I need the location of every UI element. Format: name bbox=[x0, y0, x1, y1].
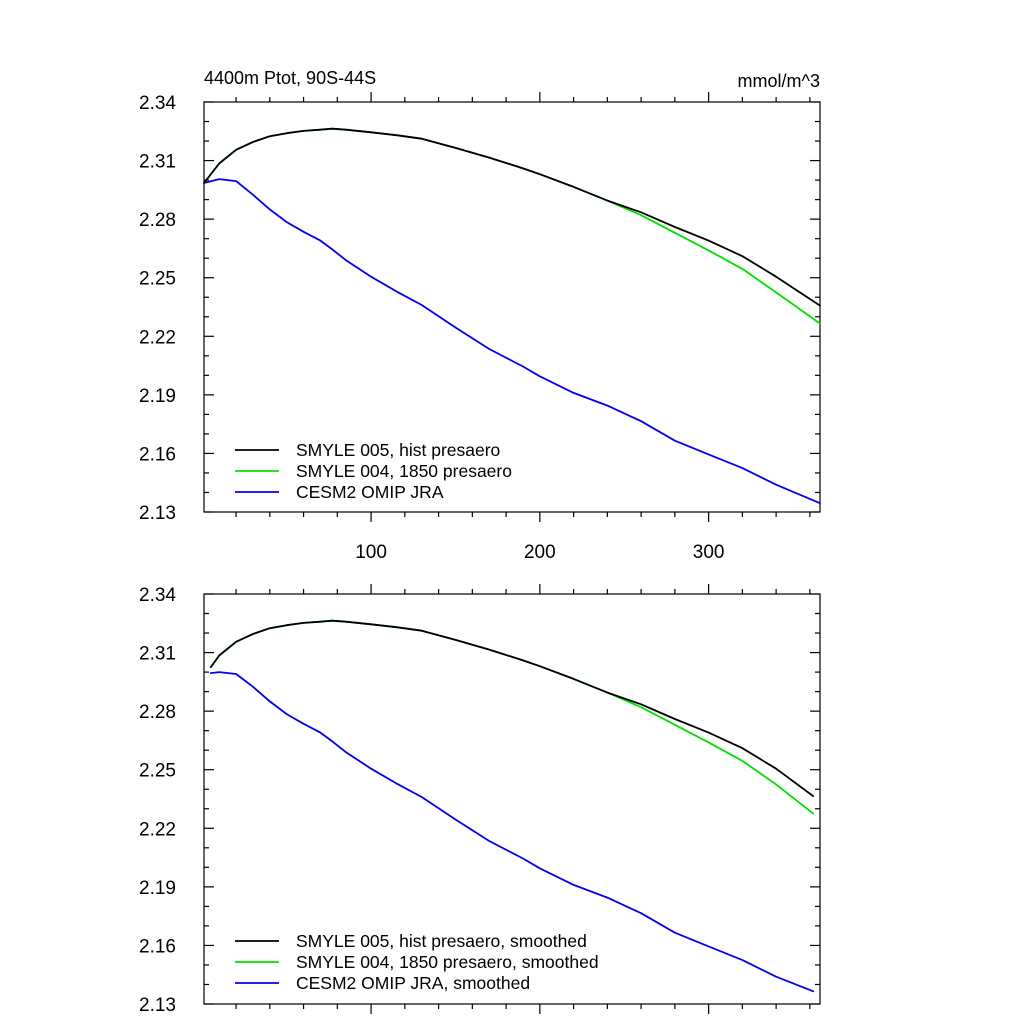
series-line-2 bbox=[203, 178, 821, 505]
y-tick-label: 2.13 bbox=[139, 503, 176, 524]
legend-label: SMYLE 005, hist presaero, smoothed bbox=[296, 931, 587, 951]
series-line-1 bbox=[203, 127, 821, 325]
y-tick-label: 2.19 bbox=[139, 386, 176, 407]
top-panel: 2.34 2.31 2.28 2.25 2.22 2.19 2.16 2.13 100 200 30… bbox=[139, 92, 821, 563]
legend-label: SMYLE 004, 1850 presaero, smoothed bbox=[296, 952, 599, 972]
x-tick-label: 300 bbox=[693, 542, 725, 563]
y-tick-label: 2.25 bbox=[139, 269, 176, 290]
legend-label: SMYLE 005, hist presaero bbox=[296, 440, 500, 460]
plot-frame bbox=[203, 101, 821, 513]
series-line-0 bbox=[209, 619, 815, 797]
x-tick-label: 200 bbox=[524, 542, 556, 563]
series-line-2 bbox=[209, 671, 815, 993]
legend-label: CESM2 OMIP JRA bbox=[296, 482, 444, 502]
plot-frame bbox=[203, 593, 821, 1005]
y-tick-label: 2.31 bbox=[139, 644, 176, 665]
y-tick-label: 2.22 bbox=[139, 327, 176, 348]
y-tick-label: 2.34 bbox=[139, 585, 176, 606]
panel-title: 4400m Ptot, 90S-44S bbox=[204, 68, 376, 88]
series-line-1 bbox=[209, 619, 815, 815]
y-tick-label: 2.16 bbox=[139, 444, 176, 465]
series-line-0 bbox=[203, 127, 821, 307]
y-tick-label: 2.19 bbox=[139, 878, 176, 899]
y-tick-label: 2.13 bbox=[139, 995, 176, 1016]
bottom-panel: 2.34 2.31 2.28 2.25 2.22 2.19 2.16 2.13 SMYLE 00… bbox=[139, 584, 821, 1016]
x-tick-label: 100 bbox=[355, 542, 387, 563]
legend-label: SMYLE 004, 1850 presaero bbox=[296, 461, 512, 481]
legend-label: CESM2 OMIP JRA, smoothed bbox=[296, 973, 530, 993]
y-tick-label: 2.25 bbox=[139, 761, 176, 782]
units-label: mmol/m^3 bbox=[738, 71, 820, 91]
y-tick-label: 2.22 bbox=[139, 819, 176, 840]
y-tick-label: 2.28 bbox=[139, 702, 176, 723]
y-tick-label: 2.31 bbox=[139, 152, 176, 173]
y-tick-label: 2.34 bbox=[139, 93, 176, 114]
y-tick-label: 2.28 bbox=[139, 210, 176, 231]
y-tick-label: 2.16 bbox=[139, 936, 176, 957]
